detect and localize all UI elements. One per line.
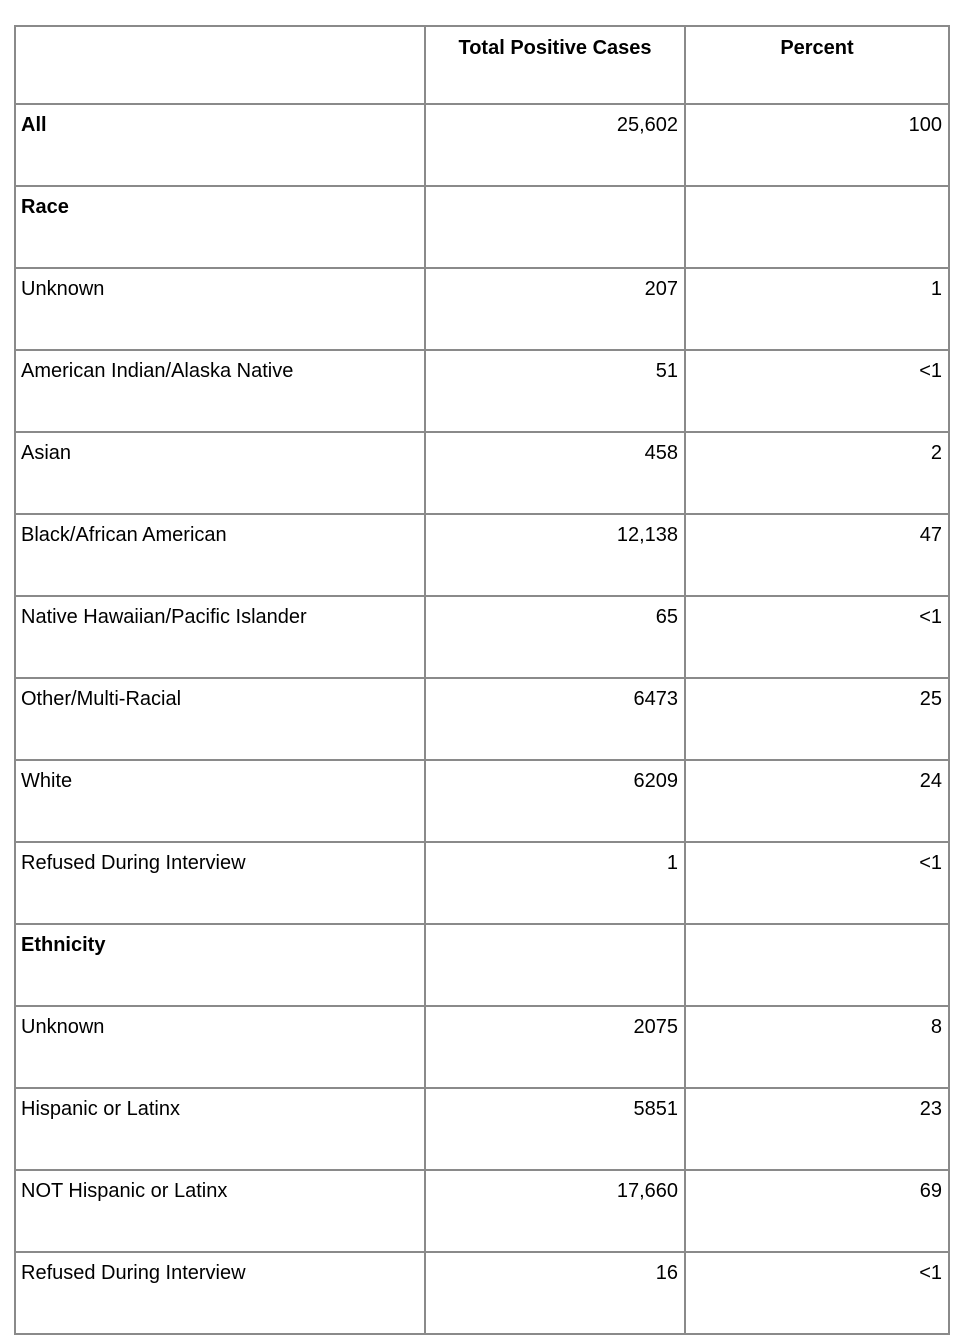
row-label: White: [14, 759, 426, 843]
row-percent: 23: [684, 1087, 950, 1171]
row-total-positive-cases: 25,602: [424, 103, 686, 187]
row-total-positive-cases: 207: [424, 267, 686, 351]
row-label: Unknown: [14, 1005, 426, 1089]
row-total-positive-cases: 5851: [424, 1087, 686, 1171]
row-total-positive-cases: [424, 185, 686, 269]
row-label: Ethnicity: [14, 923, 426, 1007]
row-percent: 100: [684, 103, 950, 187]
table-row: Native Hawaiian/Pacific Islander 65 <1: [14, 595, 950, 679]
header-row: Total Positive Cases Percent: [14, 25, 950, 105]
row-label: All: [14, 103, 426, 187]
table-row: NOT Hispanic or Latinx 17,660 69: [14, 1169, 950, 1253]
row-percent: 2: [684, 431, 950, 515]
row-total-positive-cases: 6209: [424, 759, 686, 843]
row-total-positive-cases: 458: [424, 431, 686, 515]
table-row: Refused During Interview 16 <1: [14, 1251, 950, 1335]
row-label: Asian: [14, 431, 426, 515]
table-row: Unknown 2075 8: [14, 1005, 950, 1089]
row-percent: <1: [684, 1251, 950, 1335]
row-label: NOT Hispanic or Latinx: [14, 1169, 426, 1253]
row-label: Race: [14, 185, 426, 269]
header-empty-cell: [14, 25, 426, 105]
row-label: American Indian/Alaska Native: [14, 349, 426, 433]
table-row: Black/African American 12,138 47: [14, 513, 950, 597]
header-percent: Percent: [684, 25, 950, 105]
row-total-positive-cases: 51: [424, 349, 686, 433]
row-label: Refused During Interview: [14, 841, 426, 925]
row-total-positive-cases: 1: [424, 841, 686, 925]
row-percent: <1: [684, 595, 950, 679]
table-row: Ethnicity: [14, 923, 950, 1007]
cases-by-race-ethnicity-table: Total Positive Cases Percent All 25,602 …: [14, 25, 950, 1335]
table-row: Refused During Interview 1 <1: [14, 841, 950, 925]
table-body: All 25,602 100 Race Unknown 207 1 Americ…: [14, 103, 950, 1335]
row-total-positive-cases: 65: [424, 595, 686, 679]
row-percent: 24: [684, 759, 950, 843]
table-header: Total Positive Cases Percent: [14, 25, 950, 105]
row-percent: <1: [684, 349, 950, 433]
row-percent: 8: [684, 1005, 950, 1089]
table-row: White 6209 24: [14, 759, 950, 843]
page: Total Positive Cases Percent All 25,602 …: [14, 25, 950, 1335]
row-percent: [684, 923, 950, 1007]
table-row: All 25,602 100: [14, 103, 950, 187]
table-row: Asian 458 2: [14, 431, 950, 515]
row-label: Native Hawaiian/Pacific Islander: [14, 595, 426, 679]
row-label: Unknown: [14, 267, 426, 351]
row-total-positive-cases: 17,660: [424, 1169, 686, 1253]
row-percent: 1: [684, 267, 950, 351]
table-row: Race: [14, 185, 950, 269]
header-total-positive-cases: Total Positive Cases: [424, 25, 686, 105]
row-percent: [684, 185, 950, 269]
row-label: Other/Multi-Racial: [14, 677, 426, 761]
row-total-positive-cases: 16: [424, 1251, 686, 1335]
table-row: Other/Multi-Racial 6473 25: [14, 677, 950, 761]
row-total-positive-cases: [424, 923, 686, 1007]
row-label: Refused During Interview: [14, 1251, 426, 1335]
row-percent: <1: [684, 841, 950, 925]
table-row: Unknown 207 1: [14, 267, 950, 351]
row-label: Black/African American: [14, 513, 426, 597]
row-percent: 47: [684, 513, 950, 597]
row-total-positive-cases: 6473: [424, 677, 686, 761]
row-percent: 69: [684, 1169, 950, 1253]
row-label: Hispanic or Latinx: [14, 1087, 426, 1171]
row-total-positive-cases: 12,138: [424, 513, 686, 597]
table-row: American Indian/Alaska Native 51 <1: [14, 349, 950, 433]
row-total-positive-cases: 2075: [424, 1005, 686, 1089]
table-row: Hispanic or Latinx 5851 23: [14, 1087, 950, 1171]
row-percent: 25: [684, 677, 950, 761]
